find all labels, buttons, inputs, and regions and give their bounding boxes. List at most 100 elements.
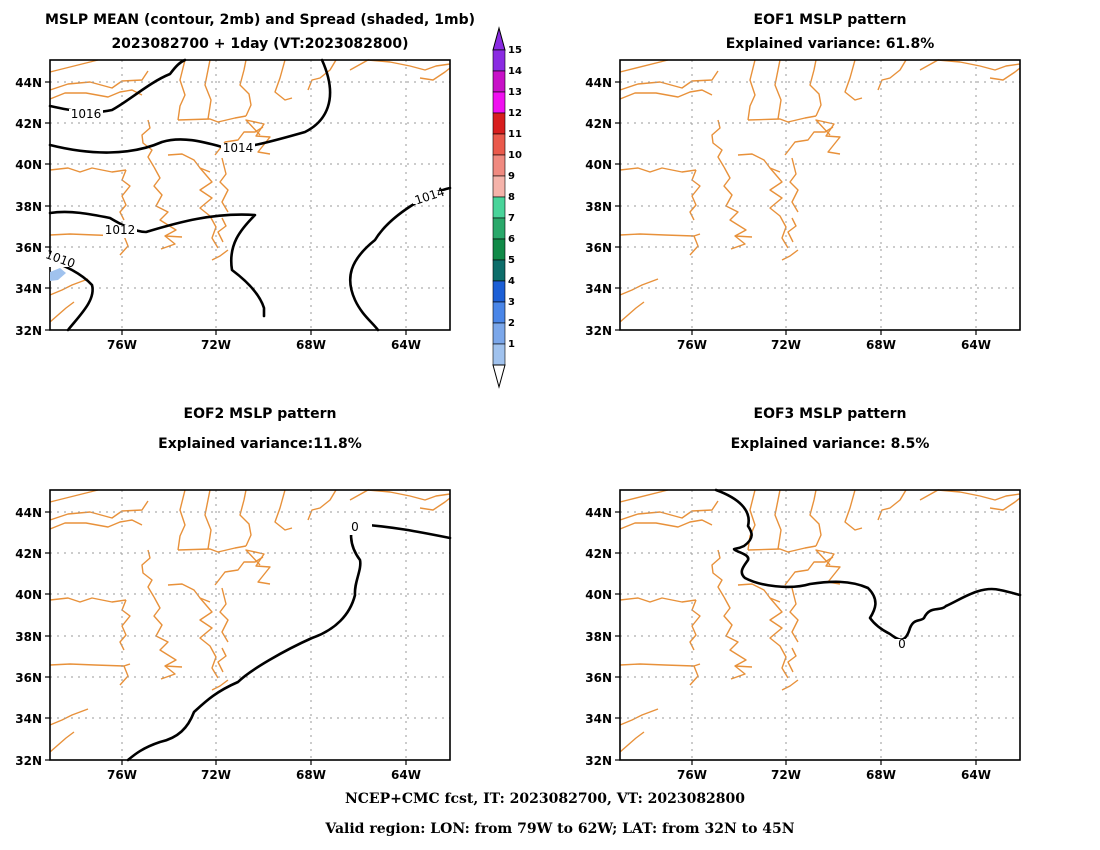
coastline bbox=[199, 167, 219, 249]
eof1-map: 44N 42N 40N 38N 36N 34N 32N 76W 72W 68W 64W bbox=[585, 59, 1021, 352]
coastline bbox=[781, 249, 799, 261]
coastline bbox=[211, 679, 229, 691]
contour-label-bg bbox=[885, 639, 919, 652]
coastline bbox=[204, 59, 212, 120]
coastline bbox=[734, 665, 753, 668]
coastline bbox=[619, 59, 669, 73]
colorbar-label: 10 bbox=[508, 150, 522, 161]
lon-tick-label: 64W bbox=[961, 768, 991, 782]
coastline bbox=[49, 301, 75, 323]
lat-tick-label: 40N bbox=[15, 158, 42, 172]
coastline bbox=[711, 119, 725, 168]
lat-tick-label: 44N bbox=[585, 76, 612, 90]
colorbar-label: 6 bbox=[508, 234, 515, 245]
coastline bbox=[239, 59, 252, 117]
mean-panel-subtitle: 2023082700 + 1day (VT:2023082800) bbox=[111, 36, 408, 52]
coastline bbox=[49, 500, 149, 521]
lat-tick-label: 38N bbox=[585, 630, 612, 644]
coastline bbox=[177, 59, 186, 121]
colorbar-label: 15 bbox=[508, 45, 522, 56]
coastline bbox=[619, 663, 701, 667]
coastline bbox=[689, 235, 699, 256]
colorbar-top-arrow bbox=[492, 26, 506, 51]
gridline-group bbox=[620, 490, 1020, 760]
coastline bbox=[119, 665, 129, 686]
contour-label-bg bbox=[43, 254, 77, 267]
coastline bbox=[877, 489, 907, 521]
coastline-group bbox=[619, 489, 1021, 753]
lat-tick-label: 32N bbox=[15, 754, 42, 768]
coastline bbox=[619, 233, 701, 237]
coastline bbox=[217, 217, 227, 243]
coastline bbox=[619, 70, 719, 91]
coastline bbox=[419, 497, 451, 511]
coastline bbox=[49, 519, 143, 530]
spread-shading bbox=[50, 268, 66, 281]
colorbar-swatch bbox=[492, 49, 506, 72]
coastline bbox=[164, 235, 183, 238]
contour-label-bg bbox=[413, 191, 447, 204]
colorbar-label: 14 bbox=[508, 66, 522, 77]
map-frame bbox=[619, 59, 1021, 331]
map-frame bbox=[619, 489, 1021, 761]
coastline bbox=[769, 167, 789, 249]
lon-tick-label: 76W bbox=[677, 338, 707, 352]
colorbar-label: 9 bbox=[508, 171, 515, 182]
coastline bbox=[274, 489, 293, 531]
colorbar-swatch bbox=[492, 217, 506, 240]
colorbar-label: 2 bbox=[508, 318, 515, 329]
coastline bbox=[734, 235, 753, 238]
coastline bbox=[747, 59, 756, 121]
contour-line bbox=[48, 210, 266, 318]
colorbar-swatch bbox=[492, 280, 506, 303]
lat-tick-label: 44N bbox=[15, 506, 42, 520]
coastline bbox=[204, 489, 212, 550]
contour-line bbox=[714, 488, 1022, 641]
coastline bbox=[164, 665, 183, 668]
coastline bbox=[989, 67, 1021, 81]
eof3-map: 44N 42N 40N 38N 36N 34N 32N 76W 72W 68W 64W 0 bbox=[585, 488, 1022, 782]
eof2-map: 44N 42N 40N 38N 36N 34N 32N 76W 72W 68W 64W 0 bbox=[15, 489, 452, 782]
eof2-panel-title: EOF2 MSLP pattern bbox=[184, 406, 337, 422]
lat-tick-label: 36N bbox=[585, 671, 612, 685]
coastline bbox=[619, 89, 713, 100]
lat-tick-label: 34N bbox=[585, 282, 612, 296]
eof3-panel-subtitle: Explained variance: 8.5% bbox=[731, 436, 930, 452]
coastline bbox=[747, 115, 817, 123]
coastline bbox=[723, 596, 747, 680]
coastline bbox=[619, 500, 719, 521]
colorbar-swatch bbox=[492, 196, 506, 219]
lat-tick-label: 38N bbox=[15, 630, 42, 644]
colorbar-swatch bbox=[492, 91, 506, 114]
coastline bbox=[239, 489, 252, 547]
contour-label: 1014 bbox=[223, 141, 254, 155]
colorbar-label: 12 bbox=[508, 108, 522, 119]
lat-tick-label: 38N bbox=[585, 200, 612, 214]
coastline bbox=[747, 545, 817, 553]
colorbar-swatch bbox=[492, 301, 506, 324]
eof2-panel-subtitle: Explained variance:11.8% bbox=[158, 436, 362, 452]
lon-tick-label: 68W bbox=[296, 768, 326, 782]
coastline bbox=[217, 647, 227, 673]
colorbar-swatch bbox=[492, 322, 506, 345]
coastline bbox=[245, 119, 271, 155]
map-frame bbox=[49, 489, 451, 761]
coastline bbox=[214, 556, 264, 586]
contour-label: 0 bbox=[351, 520, 359, 534]
coastline bbox=[49, 489, 99, 503]
map-background bbox=[620, 490, 1020, 760]
gridline-group bbox=[50, 60, 450, 330]
footer-valid-region: Valid region: LON: from 79W to 62W; LAT:… bbox=[324, 821, 794, 837]
colorbar-label: 4 bbox=[508, 276, 515, 287]
coastline bbox=[307, 489, 337, 521]
coastline bbox=[784, 126, 834, 156]
coastline bbox=[784, 556, 834, 586]
coastline bbox=[219, 587, 229, 643]
lat-tick-label: 44N bbox=[15, 76, 42, 90]
lat-tick-label: 32N bbox=[585, 324, 612, 338]
colorbar-label: 11 bbox=[508, 129, 522, 140]
lat-tick-label: 34N bbox=[585, 712, 612, 726]
coastline bbox=[153, 166, 177, 250]
